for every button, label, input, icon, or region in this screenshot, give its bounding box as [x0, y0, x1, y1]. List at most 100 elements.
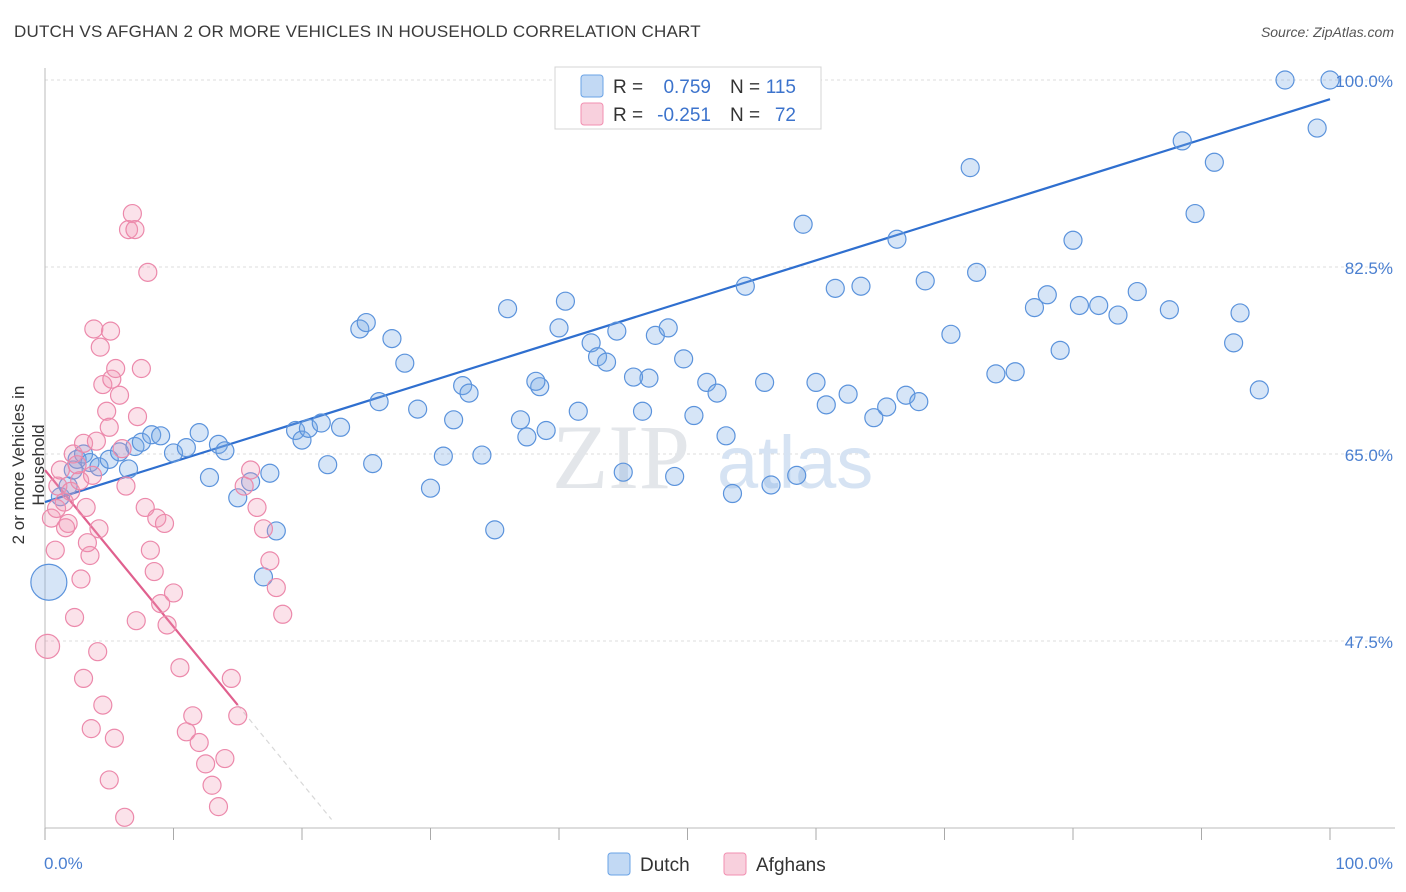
dutch-point — [555, 291, 576, 311]
x-tick-label-max: 100.0% — [1335, 854, 1393, 873]
dutch-point — [761, 475, 781, 495]
dutch-point — [318, 455, 338, 475]
tick-labels: 47.5% 65.0% 82.5% 100.0% 0.0% 100.0% — [44, 72, 1393, 873]
dutch-point — [472, 445, 492, 465]
dutch-point — [485, 520, 505, 540]
afghan-point — [221, 668, 241, 689]
dutch-point — [816, 395, 836, 415]
afghan-point — [46, 498, 67, 519]
dutch-point — [330, 417, 351, 437]
afghan-point — [89, 519, 109, 539]
dutch-point — [665, 466, 685, 487]
series-legend: Dutch Afghans — [607, 852, 826, 876]
dutch-point — [735, 276, 755, 296]
afghan-point — [99, 417, 119, 437]
afghan-point — [154, 513, 175, 534]
afghan-point — [131, 358, 151, 379]
n-label: N = — [730, 77, 760, 98]
afghan-point — [64, 607, 85, 628]
dutch-point — [1185, 203, 1205, 224]
n-label: N = — [730, 105, 760, 126]
watermark-zip: ZIP — [552, 406, 690, 508]
dutch-point — [30, 563, 68, 601]
dutch-point — [793, 214, 813, 234]
dutch-point — [459, 383, 479, 403]
dutch-point — [363, 454, 383, 474]
dutch-point — [199, 467, 220, 488]
dutch-point — [607, 321, 627, 341]
afghan-point — [81, 719, 101, 739]
afghan-point — [140, 540, 160, 560]
dutch-point — [838, 384, 858, 404]
dutch-point — [658, 318, 678, 338]
afghan-point — [93, 695, 113, 715]
afghan-point — [208, 797, 229, 817]
dutch-point — [292, 430, 312, 450]
legend-afghans-swatch — [723, 852, 747, 876]
afghan-point — [109, 385, 130, 405]
dutch-point — [707, 383, 727, 403]
legend-dutch-swatch — [607, 852, 631, 876]
dutch-point — [1204, 152, 1224, 172]
dutch-point — [517, 427, 537, 447]
dutch-point — [887, 229, 907, 249]
dutch-point — [1127, 281, 1147, 302]
stats-legend: R = 0.759 N = 115 R = -0.251 N = 72 — [554, 66, 822, 130]
afghan-point — [102, 369, 122, 389]
dutch-point — [787, 465, 807, 485]
afghan-point — [82, 465, 103, 485]
dutch-point — [526, 371, 546, 391]
y-tick-label: 65.0% — [1345, 446, 1393, 465]
dutch-point — [408, 399, 428, 419]
dutch-point — [1050, 340, 1070, 360]
dutch-point — [1224, 333, 1244, 353]
dutch-point — [632, 401, 653, 421]
dutch-point — [1108, 305, 1128, 325]
afghan-point — [116, 476, 136, 496]
afghan-trend-extension — [237, 704, 333, 820]
dutch-point — [716, 426, 736, 446]
dutch-point — [1172, 131, 1192, 151]
afghan-point — [99, 770, 119, 790]
afghan-point — [55, 518, 76, 538]
n-value: 72 — [775, 105, 796, 126]
afghan-point — [189, 732, 209, 753]
dutch-point — [99, 449, 119, 469]
dutch-point — [1320, 70, 1340, 90]
afghan-point — [125, 220, 145, 240]
dutch-point — [510, 410, 531, 430]
dutch-trend-line — [44, 98, 1331, 504]
dutch-point — [1307, 118, 1327, 138]
afghan-point — [76, 497, 96, 518]
r-value: -0.251 — [657, 105, 711, 126]
afghan-point — [71, 569, 91, 589]
afghan-point — [106, 358, 126, 379]
dutch-point — [684, 405, 704, 426]
dutch-point — [623, 367, 644, 387]
dutch-point — [1063, 230, 1083, 250]
afghan-point — [77, 533, 98, 553]
afghan-point — [93, 374, 113, 395]
r-label: R = — [613, 105, 643, 126]
afghan-point — [86, 431, 107, 451]
n-value: 115 — [766, 77, 796, 98]
dutch-point — [864, 408, 884, 428]
dutch-point — [1230, 303, 1250, 323]
y-tick-label: 100.0% — [1335, 72, 1393, 91]
x-tick-label-min: 0.0% — [44, 854, 83, 873]
gridlines — [45, 79, 1395, 642]
dutch-point — [395, 353, 415, 373]
afghan-point — [247, 497, 267, 518]
y-tick-label: 82.5% — [1345, 259, 1393, 278]
afghan-point — [115, 807, 135, 827]
dutch-point — [1249, 380, 1269, 400]
dutch-point — [260, 463, 280, 483]
afghan-point — [50, 460, 71, 480]
dutch-point — [151, 426, 171, 446]
dutch-point — [915, 271, 935, 291]
afghan-point — [215, 748, 235, 769]
afghan-point — [34, 633, 61, 659]
chart-source: Source: ZipAtlas.com — [1260, 24, 1394, 40]
afghan-point — [183, 706, 203, 726]
